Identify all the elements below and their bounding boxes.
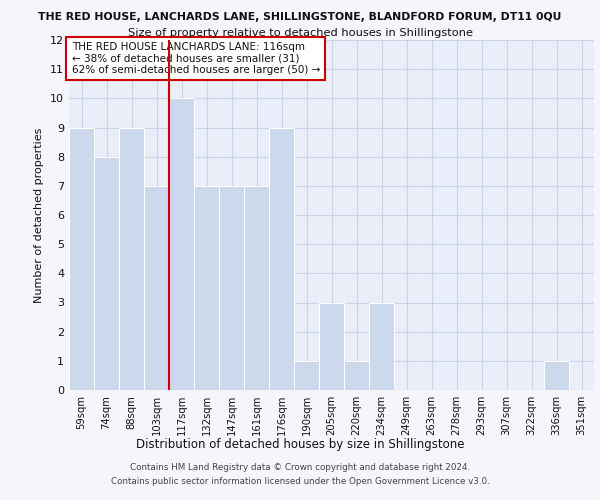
Bar (544, 361, 569, 390)
Bar (294, 361, 319, 390)
Bar (319, 302, 344, 390)
Bar (169, 98, 194, 390)
Bar (69, 128, 94, 390)
Bar (144, 186, 169, 390)
Bar (194, 186, 219, 390)
Bar (269, 128, 294, 390)
Bar (369, 302, 394, 390)
Text: THE RED HOUSE, LANCHARDS LANE, SHILLINGSTONE, BLANDFORD FORUM, DT11 0QU: THE RED HOUSE, LANCHARDS LANE, SHILLINGS… (38, 12, 562, 22)
Text: Distribution of detached houses by size in Shillingstone: Distribution of detached houses by size … (136, 438, 464, 451)
Text: Contains public sector information licensed under the Open Government Licence v3: Contains public sector information licen… (110, 477, 490, 486)
Text: Contains HM Land Registry data © Crown copyright and database right 2024.: Contains HM Land Registry data © Crown c… (130, 464, 470, 472)
Bar (94, 156, 119, 390)
Bar (119, 128, 144, 390)
Text: Size of property relative to detached houses in Shillingstone: Size of property relative to detached ho… (128, 28, 473, 38)
Bar (244, 186, 269, 390)
Text: THE RED HOUSE LANCHARDS LANE: 116sqm
← 38% of detached houses are smaller (31)
6: THE RED HOUSE LANCHARDS LANE: 116sqm ← 3… (71, 42, 320, 75)
Y-axis label: Number of detached properties: Number of detached properties (34, 128, 44, 302)
Bar (219, 186, 244, 390)
Bar (344, 361, 369, 390)
